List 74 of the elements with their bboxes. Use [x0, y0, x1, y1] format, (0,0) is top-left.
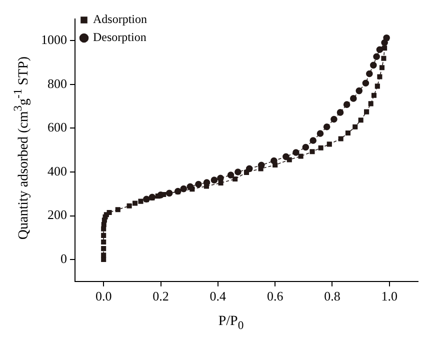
point: [227, 172, 234, 178]
point: [166, 190, 173, 197]
point: [106, 210, 112, 215]
point: [286, 157, 292, 162]
point: [379, 65, 385, 70]
point: [381, 56, 386, 61]
y-tick-label: 800: [48, 76, 67, 91]
point: [272, 162, 278, 168]
point: [373, 53, 380, 60]
point: [356, 87, 363, 94]
y-tick-label: 1000: [41, 32, 67, 48]
point: [343, 101, 350, 108]
point: [190, 186, 195, 192]
point: [358, 118, 364, 123]
x-tick-label: 1.0: [381, 288, 398, 304]
point: [234, 168, 242, 176]
point: [101, 232, 106, 238]
point: [258, 166, 264, 172]
y-tick-label: 400: [48, 163, 67, 178]
point: [318, 145, 324, 150]
point: [377, 74, 382, 80]
point: [155, 194, 160, 199]
point: [326, 142, 332, 147]
point: [330, 116, 338, 123]
point: [101, 239, 106, 245]
point: [195, 180, 202, 188]
point: [244, 170, 250, 175]
point: [298, 154, 304, 159]
y-tick-label: 0: [60, 250, 67, 266]
x-tick-label: 0.8: [324, 288, 340, 304]
point: [370, 62, 377, 69]
point: [362, 80, 370, 87]
point: [218, 180, 224, 186]
point: [115, 207, 120, 212]
point: [364, 109, 370, 114]
point: [323, 124, 330, 130]
point: [126, 203, 132, 208]
point: [376, 46, 384, 54]
point: [180, 185, 188, 192]
point: [210, 176, 218, 184]
y-tick-label: 600: [48, 120, 67, 135]
point: [366, 70, 373, 78]
x-tick-label: 0.0: [95, 288, 112, 304]
point: [204, 184, 210, 189]
x-axis-title: P/P$_{0}$: [217, 314, 245, 332]
point: [382, 46, 388, 51]
point: [338, 136, 344, 142]
x-tick-label: 0.2: [152, 288, 169, 304]
point: [345, 130, 350, 136]
point: [368, 101, 374, 106]
point: [101, 246, 106, 252]
point: [302, 144, 310, 151]
point: [232, 176, 238, 182]
point: [352, 124, 358, 130]
point: [292, 149, 300, 156]
point: [310, 149, 315, 154]
point: [316, 130, 324, 137]
point: [350, 95, 357, 102]
point: [310, 137, 316, 144]
point: [101, 226, 106, 232]
point: [101, 222, 106, 228]
point: [101, 252, 106, 258]
point: [101, 256, 106, 262]
x-tick-label: 0.4: [210, 288, 227, 304]
point: [336, 109, 344, 116]
point: [371, 92, 377, 98]
point: [138, 198, 144, 204]
x-tick-label: 0.6: [266, 288, 284, 304]
legend-label: Adsorption: [93, 12, 147, 26]
legend-label: Desorption: [93, 30, 146, 44]
point: [217, 174, 224, 182]
point: [374, 84, 380, 89]
point: [132, 200, 138, 206]
y-tick-label: 200: [48, 207, 67, 222]
